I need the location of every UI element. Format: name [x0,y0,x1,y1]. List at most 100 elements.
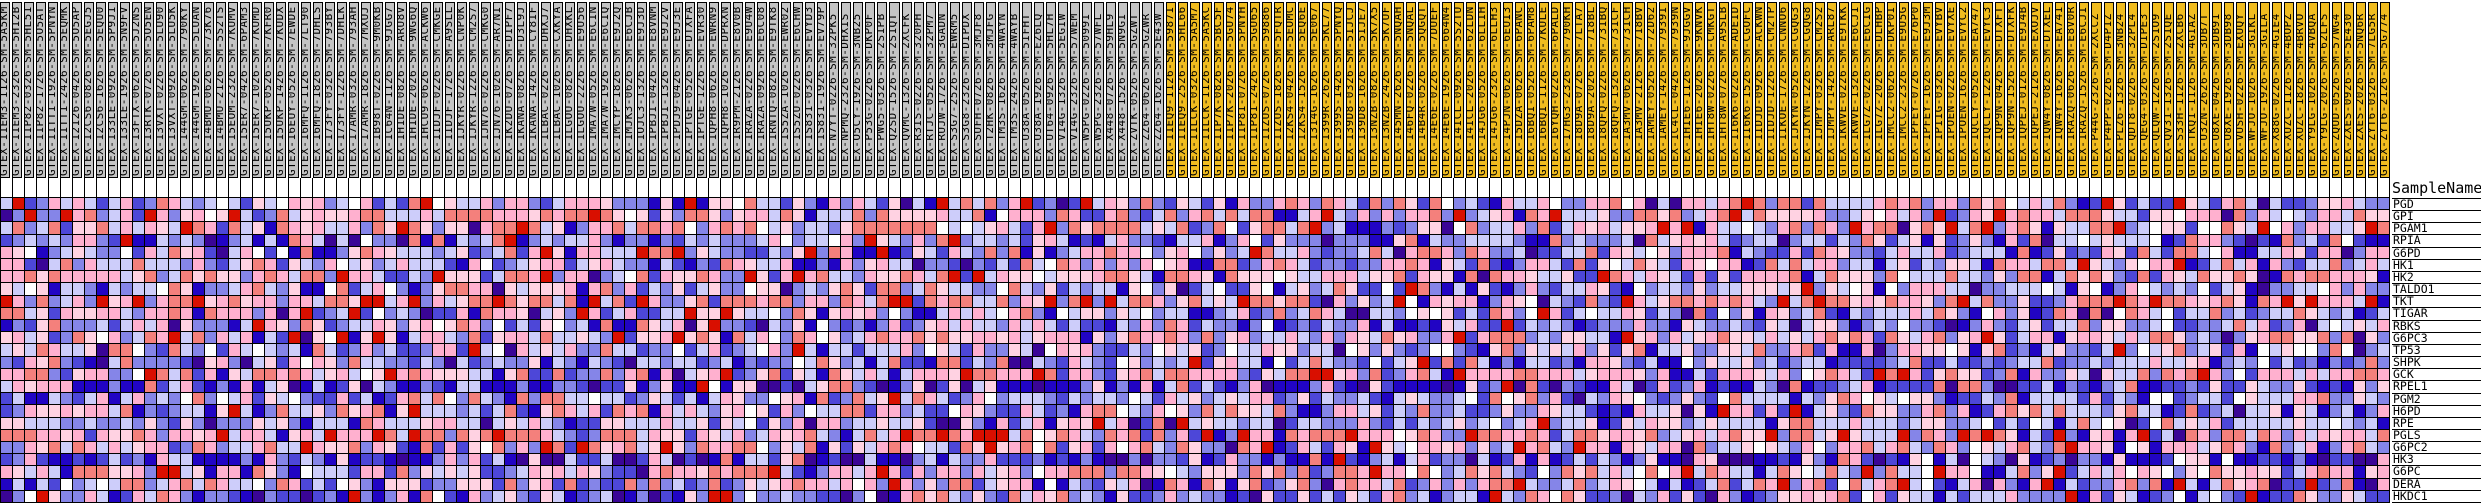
heatmap-cell [1105,234,1117,246]
heatmap-cell [1201,417,1213,429]
heatmap-cell [133,441,145,454]
heatmap-cell [433,429,445,441]
heatmap-cell [625,198,637,210]
heatmap-cell [409,307,421,319]
heatmap-cell [421,271,433,283]
heatmap-cell [1717,405,1729,417]
heatmap-cell [1189,198,1201,210]
heatmap-cell [1369,429,1381,441]
heatmap-cell [1249,356,1261,368]
heatmap-cell [1621,198,1633,210]
heatmap-cell [1021,222,1033,234]
sample-id-label: GTEX-16MFQ-1826-SM-7DHLS [312,6,323,176]
heatmap-cell [385,258,397,271]
heatmap-cell [1213,319,1225,332]
heatmap-cell [1393,271,1405,283]
heatmap-cell [2077,198,2089,210]
heatmap-cell [961,441,973,454]
heatmap-cell [877,222,889,234]
sample-id-label: GTEX-W5PG-2326-SM-57WFL [1093,13,1104,176]
heatmap-cell [1117,210,1129,222]
heatmap-cell [1969,380,1981,393]
heatmap-cell [433,283,445,295]
heatmap-cell [1261,356,1273,368]
heatmap-cell [85,198,97,210]
heatmap-cell [1345,210,1357,222]
heatmap-cell [925,393,937,405]
heatmap-cell [805,417,817,429]
heatmap-cell [1753,319,1765,332]
heatmap-cell [1105,380,1117,393]
heatmap-cell [517,454,529,466]
sample-column-header: GTEX-173FY-0326-SM-793BY [324,2,335,178]
heatmap-cell [1573,429,1585,441]
heatmap-cell [517,258,529,271]
heatmap-cell [1057,258,1069,271]
heatmap-cell [2089,454,2101,466]
heatmap-cell [2077,344,2089,356]
heatmap-cell [601,210,613,222]
heatmap-cell [1369,198,1381,210]
heatmap-cell [37,380,49,393]
heatmap-cell [949,210,961,222]
heatmap-cell [1669,454,1681,466]
sample-id-label: GTEX-1LGOU-0826-SM-DHXKL [564,6,575,176]
heatmap-cell [2005,246,2017,258]
heatmap-cell [853,319,865,332]
heatmap-cell [2185,332,2197,344]
heatmap-cell [205,344,217,356]
heatmap-cell [2173,210,2185,222]
heatmap-cell [1465,295,1477,307]
heatmap-cell [1249,344,1261,356]
heatmap-cell [1213,210,1225,222]
sample-id-label: GTEX-VUSH-0226-SM-EXUQY [2235,13,2246,176]
heatmap-cell [1393,441,1405,454]
heatmap-cell [1621,258,1633,271]
heatmap-cell [157,319,169,332]
heatmap-cell [2353,417,2365,429]
sample-id-label: GTEX-V14G-1326-SM-5EGIW [1057,13,1068,176]
heatmap-cell [445,332,457,344]
heatmap-cell [1201,319,1213,332]
heatmap-cell [1597,356,1609,368]
heatmap-cell [1633,295,1645,307]
heatmap-cell [337,319,349,332]
heatmap-cell [1945,344,1957,356]
heatmap-cell [1297,405,1309,417]
heatmap-cell [1177,368,1189,380]
heatmap-cell [409,222,421,234]
heatmap-cell [817,258,829,271]
heatmap-cell [1177,380,1189,393]
heatmap-cell [2329,234,2341,246]
heatmap-cell [169,368,181,380]
heatmap-cell [1621,454,1633,466]
heatmap-cell [505,283,517,295]
heatmap-cell [2101,246,2113,258]
heatmap-cell [709,441,721,454]
heatmap-cell [1021,258,1033,271]
heatmap-cell [889,295,901,307]
heatmap-cell [949,234,961,246]
heatmap-cell [2317,344,2329,356]
heatmap-cell [853,222,865,234]
heatmap-cell [733,380,745,393]
heatmap-cell [613,368,625,380]
heatmap-cell [2125,210,2137,222]
heatmap-cell [2137,405,2149,417]
sample-id-label: GTEX-O5CY-1926-SM-3NB25 [853,13,864,176]
sample-id-label: GTEX-UT64-0926-SM-5HL7H [1045,13,1056,176]
heatmap-cell [1501,210,1513,222]
heatmap-cell [625,283,637,295]
heatmap-cell [2053,441,2065,454]
heatmap-cell [541,258,553,271]
heatmap-cell [2209,344,2221,356]
heatmap-cell [1729,405,1741,417]
heatmap-cell [2041,368,2053,380]
heatmap-cell [517,393,529,405]
heatmap-cell [937,246,949,258]
heatmap-cell [301,344,313,356]
header-gap-cell [301,178,313,197]
heatmap-cell [421,258,433,271]
heatmap-cell [817,429,829,441]
heatmap-cell [1393,198,1405,210]
